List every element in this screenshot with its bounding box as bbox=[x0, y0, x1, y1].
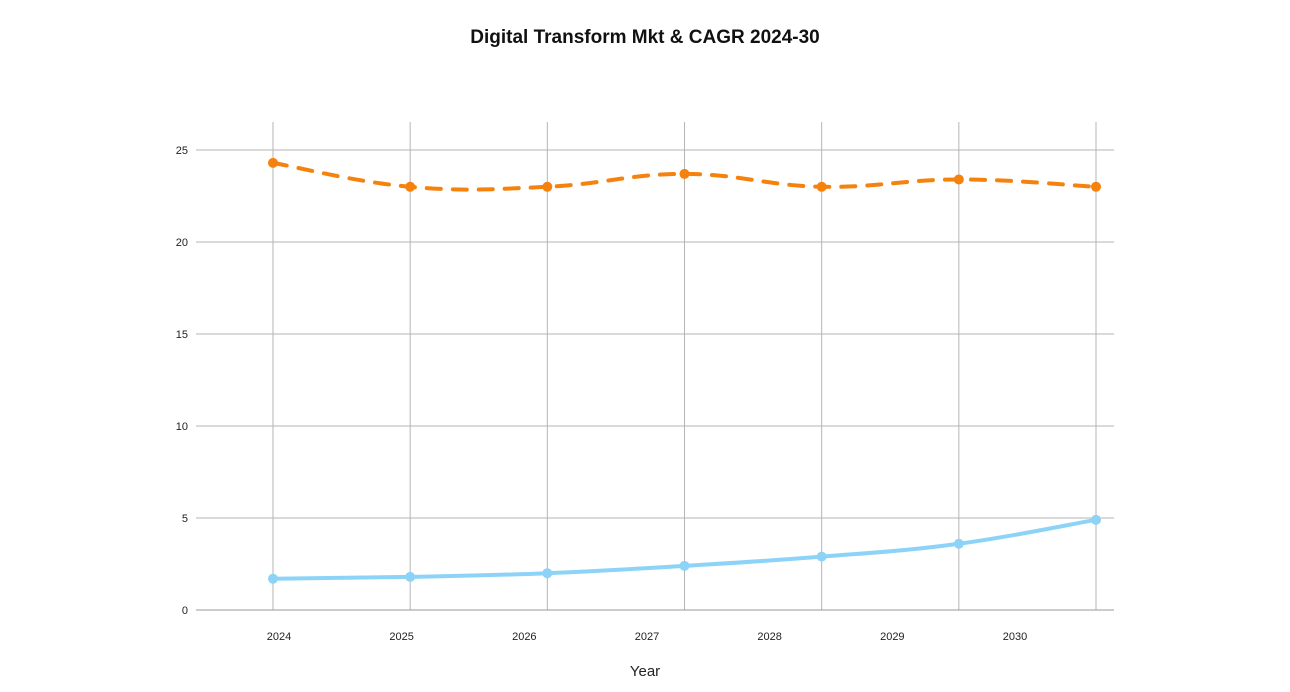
data-point bbox=[816, 551, 827, 562]
chart-title: Digital Transform Mkt & CAGR 2024-30 bbox=[470, 27, 820, 48]
x-tick-label: 2028 bbox=[757, 631, 781, 643]
data-point bbox=[816, 181, 827, 192]
data-point bbox=[1091, 181, 1101, 192]
data-point bbox=[542, 181, 553, 192]
x-tick-label: 2026 bbox=[512, 631, 536, 643]
data-point bbox=[405, 181, 416, 192]
y-tick-label: 20 bbox=[176, 237, 188, 249]
x-tick-label: 2025 bbox=[389, 631, 413, 643]
x-axis-label: Year bbox=[630, 663, 660, 680]
data-point bbox=[268, 573, 278, 584]
data-point bbox=[679, 560, 690, 571]
data-point bbox=[268, 157, 278, 168]
y-tick-label: 5 bbox=[182, 513, 188, 525]
data-point bbox=[405, 571, 416, 582]
x-tick-label: 2024 bbox=[267, 631, 291, 643]
data-point bbox=[542, 568, 553, 579]
data-point bbox=[953, 174, 964, 185]
y-tick-label: 0 bbox=[182, 605, 188, 617]
data-point bbox=[953, 538, 964, 549]
x-tick-label: 2027 bbox=[635, 631, 659, 643]
x-tick-label: 2030 bbox=[1003, 631, 1027, 643]
y-tick-label: 25 bbox=[176, 145, 188, 157]
y-tick-label: 15 bbox=[176, 329, 188, 341]
x-tick-label: 2029 bbox=[880, 631, 904, 643]
data-point bbox=[679, 168, 690, 179]
data-point bbox=[1091, 514, 1101, 525]
y-tick-label: 10 bbox=[176, 421, 188, 433]
